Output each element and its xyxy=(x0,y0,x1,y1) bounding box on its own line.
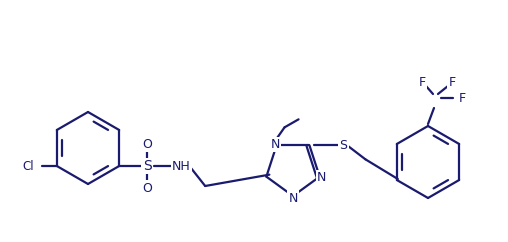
Text: Cl: Cl xyxy=(22,159,34,173)
Text: S: S xyxy=(143,159,151,173)
Text: O: O xyxy=(142,182,152,195)
Text: F: F xyxy=(449,76,456,89)
Text: N: N xyxy=(317,171,326,184)
Text: S: S xyxy=(339,139,347,152)
Text: NH: NH xyxy=(172,159,190,173)
Text: F: F xyxy=(458,91,465,105)
Text: F: F xyxy=(419,76,426,89)
Text: N: N xyxy=(289,191,298,204)
Text: N: N xyxy=(271,138,280,151)
Text: O: O xyxy=(142,137,152,151)
